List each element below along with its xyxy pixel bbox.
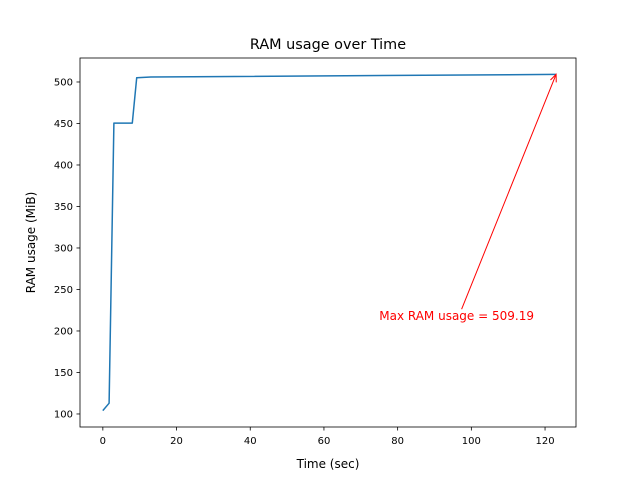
y-tick-label: 100	[54, 409, 73, 420]
x-axis-label: Time (sec)	[296, 457, 360, 471]
x-tick-label: 120	[535, 436, 554, 447]
x-tick-label: 0	[100, 436, 106, 447]
y-axis-label: RAM usage (MiB)	[24, 192, 38, 294]
x-tick-label: 20	[170, 436, 183, 447]
y-tick-label: 350	[54, 202, 73, 213]
y-tick-label: 150	[54, 368, 73, 379]
x-tick-label: 40	[244, 436, 257, 447]
chart-title: RAM usage over Time	[250, 37, 406, 53]
y-tick-label: 500	[54, 77, 73, 88]
y-tick-label: 450	[54, 119, 73, 130]
y-tick-label: 300	[54, 243, 73, 254]
y-tick-label: 250	[54, 285, 73, 296]
plot-frame	[79, 57, 577, 428]
annotation-arrowhead	[550, 73, 557, 83]
series-line	[102, 73, 557, 412]
y-tick-label: 400	[54, 160, 73, 171]
x-tick-label: 100	[462, 436, 481, 447]
x-tick-label: 80	[391, 436, 404, 447]
x-tick-label: 60	[318, 436, 331, 447]
annotation-arrow	[461, 74, 557, 310]
y-tick-label: 200	[54, 326, 73, 337]
annotation-text: Max RAM usage = 509.19	[379, 309, 534, 323]
